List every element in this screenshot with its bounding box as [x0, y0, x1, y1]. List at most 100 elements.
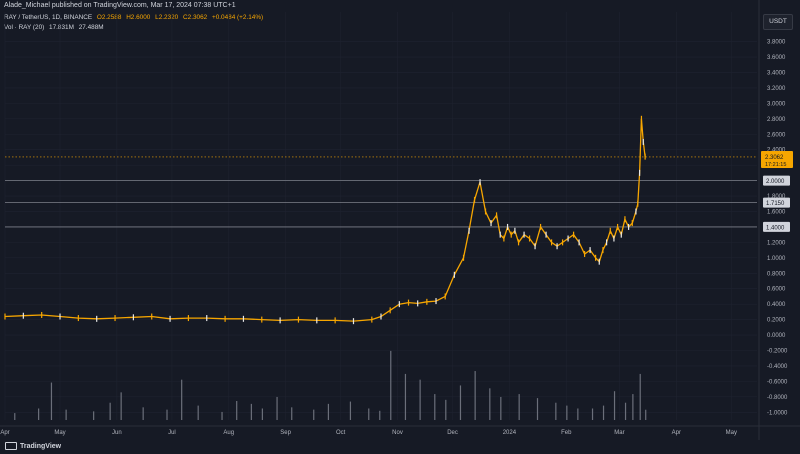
tradingview-logo-icon	[5, 442, 17, 450]
candle	[556, 243, 558, 250]
volume-label[interactable]: Vol · RAY (20)	[4, 24, 45, 31]
volume-bar	[38, 408, 40, 420]
level-tag-label: 1.7150	[766, 201, 785, 207]
candle	[545, 231, 547, 238]
volume-ma-value: 27.488M	[78, 24, 104, 31]
candle	[642, 138, 644, 145]
candle	[407, 299, 410, 306]
level-tag-label: 2.0000	[766, 179, 785, 185]
volume-bar	[404, 373, 407, 420]
candle	[380, 313, 382, 320]
y-tick-label: 2.8000	[767, 117, 786, 123]
candle	[624, 216, 626, 223]
candle	[506, 223, 509, 230]
candle	[352, 318, 355, 325]
volume-bar	[327, 403, 330, 420]
currency-button[interactable]: USDT	[763, 14, 793, 30]
volume-bar	[591, 408, 594, 420]
candle	[528, 235, 531, 242]
candle	[639, 169, 641, 176]
volume-bar	[536, 398, 539, 420]
candle	[514, 227, 516, 234]
volume-bar	[142, 407, 144, 420]
candle	[484, 208, 487, 215]
y-tick-label: 0.8000	[767, 271, 786, 277]
volume-bar	[419, 379, 421, 420]
volume-bar	[65, 409, 67, 420]
y-tick-label: 2.6000	[767, 132, 786, 138]
y-tick-label: 0.2000	[767, 318, 786, 324]
candle	[503, 235, 505, 242]
x-tick-label: Aug	[223, 430, 234, 436]
y-tick-label: -0.6000	[767, 379, 788, 385]
candle	[499, 231, 501, 238]
tradingview-logo[interactable]: TradingView	[5, 442, 61, 450]
candle	[473, 196, 476, 203]
volume-bar	[93, 411, 95, 420]
level-tag	[763, 175, 790, 186]
y-tick-label: 3.8000	[767, 40, 786, 46]
low-value: L2.2320	[155, 14, 179, 21]
x-tick-label: Nov	[392, 430, 403, 436]
volume-bar	[109, 402, 111, 420]
candle	[479, 179, 481, 186]
volume-bar	[197, 405, 199, 420]
volume-bar	[518, 394, 520, 420]
candle	[169, 315, 171, 322]
volume-legend: Vol · RAY (20) 17.831M 27.488M	[4, 24, 107, 31]
candle	[4, 313, 6, 320]
candle	[453, 271, 455, 278]
symbol-label[interactable]: RAY / TetherUS, 1D, BINANCE	[4, 14, 93, 21]
y-tick-label: 3.0000	[767, 101, 786, 107]
volume-bar	[566, 405, 568, 420]
candle	[594, 254, 597, 261]
y-tick-label: 3.4000	[767, 70, 786, 76]
open-value: O2.2588	[96, 14, 122, 21]
volume-bar	[645, 409, 647, 420]
candle	[389, 307, 391, 314]
candle	[22, 312, 24, 319]
candle	[77, 315, 79, 322]
y-tick-label: -0.8000	[767, 395, 788, 401]
candle	[495, 212, 498, 219]
candle	[279, 317, 281, 324]
candle	[417, 300, 419, 307]
candle	[644, 153, 646, 160]
volume-bar	[459, 385, 462, 420]
volume-bar	[181, 379, 183, 420]
volume-bar	[291, 407, 293, 420]
volume-bar	[50, 382, 53, 420]
candle	[523, 231, 525, 238]
candle	[462, 254, 465, 261]
volume-bar	[474, 371, 476, 420]
x-tick-label: Mar	[614, 430, 624, 436]
y-tick-label: -0.4000	[767, 364, 788, 370]
y-tick-label: 2.4000	[767, 148, 786, 154]
candle	[371, 316, 373, 323]
candle	[578, 239, 580, 246]
candle	[550, 239, 553, 246]
volume-bar	[577, 408, 579, 420]
y-tick-label: 0.6000	[767, 287, 786, 293]
volume-bar	[120, 392, 122, 420]
candle	[261, 316, 263, 323]
y-tick-label: 1.8000	[767, 194, 786, 200]
candle	[444, 293, 446, 300]
y-tick-label: -1.0000	[767, 410, 788, 416]
x-tick-label: Jul	[168, 430, 176, 436]
candle	[561, 239, 564, 246]
level-tag-label: 1.4000	[766, 225, 785, 231]
x-tick-label: Apr	[0, 430, 9, 436]
y-tick-label: 0.0000	[767, 333, 786, 339]
candle	[151, 313, 153, 320]
y-tick-label: -0.2000	[767, 348, 788, 354]
volume-bar	[313, 409, 315, 420]
ohlc-legend: RAY / TetherUS, 1D, BINANCE O2.2588 H2.6…	[4, 14, 266, 21]
volume-bar	[390, 350, 392, 420]
candle	[316, 317, 318, 324]
volume-bar	[445, 399, 447, 420]
candle	[96, 315, 98, 322]
candle	[41, 311, 43, 318]
price-line	[4, 118, 646, 322]
